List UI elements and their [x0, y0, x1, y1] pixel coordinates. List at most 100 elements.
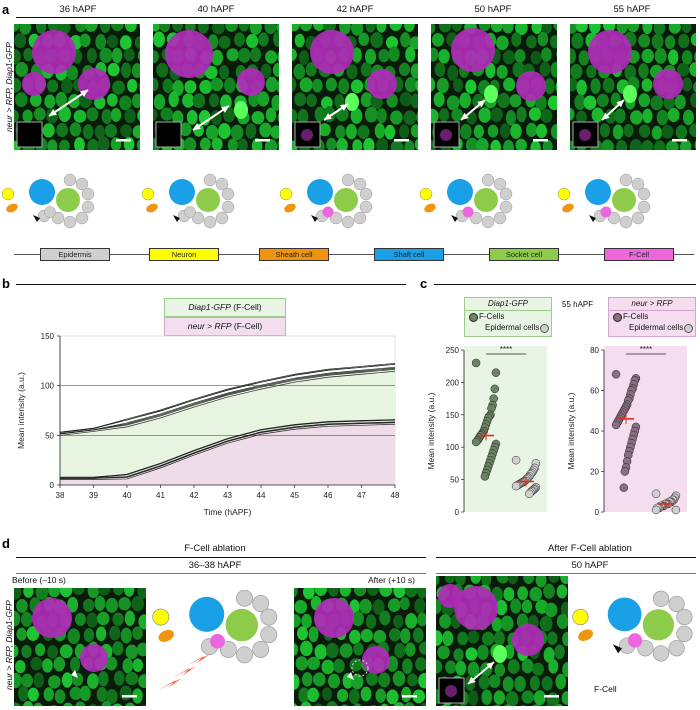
- x-tick-label: 47: [357, 491, 366, 500]
- epidermal-nucleus: [678, 33, 690, 49]
- epidermal-nucleus: [111, 47, 123, 64]
- epidermal-nucleus: [75, 612, 86, 626]
- epidermal-nucleus: [350, 108, 363, 124]
- neuron-nucleus: [22, 72, 46, 96]
- epidermal-cell: [75, 211, 89, 225]
- sheath-cell: [158, 629, 174, 642]
- epidermal-nucleus: [493, 690, 506, 705]
- epidermal-nucleus: [412, 627, 424, 643]
- epidermal-nucleus: [172, 24, 184, 32]
- epidermal-nucleus: [219, 64, 230, 80]
- epidermal-nucleus: [528, 107, 542, 121]
- micrograph-55hapf: [570, 24, 696, 150]
- cell-schematic: [572, 590, 693, 662]
- epidermal-nucleus: [314, 644, 328, 660]
- epidermal-nucleus: [399, 91, 413, 107]
- epidermal-nucleus: [517, 586, 528, 601]
- epidermal-nucleus: [226, 48, 239, 62]
- x-tick-label: 40: [123, 491, 132, 500]
- neuron-nucleus: [310, 30, 354, 74]
- epidermal-nucleus: [360, 628, 374, 643]
- epidermal-nucleus: [590, 78, 601, 94]
- epidermal-nucleus: [265, 76, 278, 93]
- sheath-cell: [6, 203, 18, 213]
- epidermal-nucleus: [33, 672, 45, 688]
- epidermal-nucleus: [47, 645, 59, 659]
- epidermal-nucleus: [141, 705, 146, 706]
- y-tick-label: 20: [590, 468, 599, 477]
- epidermal-cell: [493, 177, 507, 191]
- epidermal-nucleus: [485, 62, 496, 79]
- epidermal-nucleus: [596, 93, 609, 108]
- epidermal-nucleus: [689, 123, 696, 138]
- epidermal-nucleus: [503, 587, 515, 602]
- micrograph-svg: [153, 24, 279, 150]
- panel-d-subrule-left: [16, 573, 426, 574]
- arrowhead-marker: [451, 215, 458, 222]
- epidermal-nucleus: [379, 588, 393, 597]
- epidermal-nucleus: [642, 108, 653, 124]
- socket-cell: [612, 188, 636, 212]
- epidermal-nucleus: [121, 62, 132, 79]
- epidermal-nucleus: [139, 24, 140, 29]
- gfp-trace: [59, 362, 396, 433]
- x-tick-label: 41: [156, 491, 165, 500]
- epidermal-nucleus: [312, 672, 326, 687]
- fcell-point: [620, 467, 630, 476]
- shaft-cell: [29, 179, 55, 205]
- epidermal-nucleus: [455, 660, 467, 676]
- epidermal-nucleus: [467, 661, 480, 678]
- legend-shaft: Shaft cell: [374, 248, 444, 261]
- legend-left-title: Diap1-GFP: [465, 298, 551, 311]
- epidermal-nucleus: [416, 111, 418, 123]
- epidermal-nucleus: [351, 673, 364, 690]
- epidermal-nucleus: [415, 657, 426, 672]
- epidermal-nucleus: [605, 108, 617, 124]
- epidermal-nucleus: [360, 62, 372, 77]
- epidermal-nucleus: [431, 108, 439, 124]
- fcell: [322, 206, 334, 218]
- panel-c-legend-left: Diap1-GFP F-Cells Epidermal cells: [464, 297, 552, 337]
- epidermal-nucleus: [570, 48, 577, 64]
- epidermal-nucleus: [410, 63, 418, 79]
- epidermal-nucleus: [298, 50, 309, 66]
- epidermal-nucleus: [124, 108, 136, 124]
- epidermal-nucleus: [490, 107, 503, 122]
- epidermal-nucleus: [405, 46, 416, 63]
- epidermal-nucleus: [507, 576, 519, 585]
- epidermal-nucleus: [436, 659, 443, 674]
- epidermal-point: [671, 505, 681, 515]
- epidermal-nucleus: [521, 599, 533, 614]
- epidermal-nucleus: [420, 702, 426, 706]
- inset-signal: [445, 685, 457, 697]
- x-axis-title: Time (hAPF): [204, 507, 252, 517]
- epidermal-nucleus: [511, 32, 522, 47]
- epidermal-nucleus: [120, 124, 132, 138]
- y-tick-label: 150: [446, 411, 460, 420]
- neuron-nucleus: [32, 598, 72, 638]
- epidermal-nucleus: [487, 124, 499, 138]
- fcell-point: [490, 384, 500, 394]
- arrow-line: [48, 89, 89, 117]
- micrograph-svg: [14, 24, 140, 150]
- epidermal-nucleus: [376, 137, 389, 150]
- epidermal-nucleus: [339, 24, 351, 35]
- epidermal-nucleus: [112, 612, 124, 626]
- epidermal-nucleus: [490, 24, 503, 33]
- epidermal-cell: [607, 211, 621, 225]
- x-tick-label: 39: [89, 491, 98, 500]
- epidermal-nucleus: [694, 140, 696, 150]
- epidermal-nucleus: [651, 33, 664, 50]
- neuron-cell: [141, 187, 155, 201]
- epidermal-nucleus: [104, 123, 118, 138]
- x-tick-label: 45: [290, 491, 299, 500]
- epidermal-nucleus: [455, 576, 466, 586]
- epidermal-nucleus: [338, 78, 350, 95]
- significance-label: ****: [500, 345, 512, 354]
- epidermal-nucleus: [562, 662, 568, 678]
- epidermal-cell: [637, 640, 654, 657]
- epidermal-nucleus: [349, 629, 361, 645]
- epidermal-nucleus: [199, 79, 213, 94]
- epidermal-nucleus: [105, 597, 118, 613]
- epidermal-cell: [353, 211, 367, 225]
